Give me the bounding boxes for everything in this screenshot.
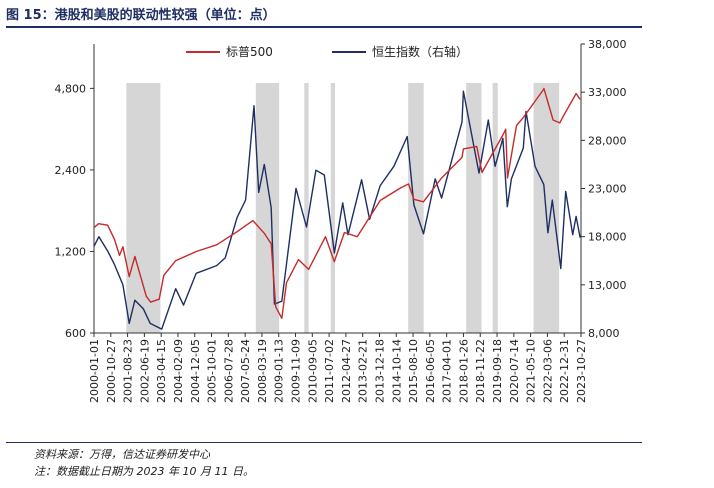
x-tick-label: 2004-12-05 [189,339,202,403]
legend: 标普500 恒生指数（右轴） [186,44,468,59]
x-tick-label: 2008-03-19 [256,339,269,403]
right-tick-label: 33,000 [588,86,627,99]
left-tick-label: 1,200 [55,245,87,258]
axes [93,44,582,334]
right-axis-ticks: 8,000 13,000 18,000 23,000 28,000 33,000 38,00… [581,38,627,340]
x-tick-label: 2023-10-27 [575,339,588,403]
x-tick-label: 2003-04-15 [155,339,168,403]
x-tick-label: 2001-08-23 [122,339,135,403]
shaded-period [408,83,424,333]
x-tick-label: 2000-10-27 [105,339,118,403]
sp500-line [93,87,581,319]
shaded-period [330,83,335,333]
right-tick-label: 38,000 [588,38,627,51]
shaded-periods [126,83,560,333]
x-tick-label: 2010-09-05 [306,339,319,403]
shaded-period [492,83,498,333]
x-tick-label: 2017-04-01 [441,339,454,403]
x-tick-label: 2007-05-24 [239,339,252,403]
shaded-period [304,83,309,333]
x-tick-label: 2006-07-28 [222,339,235,403]
hang-seng-line [93,90,581,330]
chart: 2000-01-01 2000-10-27 2001-08-23 2002-06-19… [55,38,627,403]
footer-divider [6,442,642,443]
legend-label: 恒生指数（右轴） [372,44,468,59]
x-tick-label: 2019-09-18 [491,339,504,403]
x-tick-label: 2000-01-01 [88,339,101,403]
shaded-period [466,83,482,333]
x-tick-label: 2014-10-14 [390,339,403,403]
source-note: 资料来源：万得，信达证券研发中心 [34,448,210,461]
x-tick-label: 2004-02-09 [172,339,185,403]
right-tick-label: 28,000 [588,134,627,147]
title-divider [6,26,642,28]
x-tick-label: 2021-05-10 [525,339,538,403]
x-tick-label: 2018-11-22 [474,339,487,403]
x-tick-label: 2013-02-21 [357,339,370,403]
x-tick-label: 2016-06-05 [424,339,437,403]
x-tick-label: 2022-12-31 [558,339,571,403]
x-tick-label: 2005-10-01 [206,339,219,403]
right-tick-label: 23,000 [588,183,627,196]
x-tick-label: 2002-06-19 [138,339,151,403]
x-tick-label: 2022-03-06 [541,339,554,403]
x-tick-label: 2015-08-10 [407,339,420,403]
x-tick-label: 2009-01-13 [273,339,286,403]
x-tick-label: 2020-07-14 [508,339,521,403]
x-tick-label: 2011-07-02 [323,339,336,403]
right-tick-label: 13,000 [588,279,627,292]
right-tick-label: 8,000 [588,327,620,340]
x-tick-label: 2013-12-18 [373,339,386,403]
x-tick-label: 2009-11-09 [290,339,303,403]
shaded-period [255,83,280,333]
shaded-period [126,83,161,333]
x-tick-label: 2012-04-27 [340,339,353,403]
right-tick-label: 18,000 [588,231,627,244]
footnote: 注：数据截止日期为 2023 年 10 月 11 日。 [34,465,254,478]
left-tick-label: 600 [65,327,86,340]
left-tick-label: 4,800 [55,82,87,95]
chart-title: 图 15：港股和美股的联动性较强（单位：点） [6,8,276,23]
x-axis-ticks: 2000-01-01 2000-10-27 2001-08-23 2002-06-19… [88,333,588,403]
x-tick-label: 2018-01-26 [457,339,470,403]
legend-label: 标普500 [226,45,273,59]
left-axis-ticks: 600 1,200 2,400 4,800 [55,82,94,340]
left-tick-label: 2,400 [55,164,87,177]
series-lines [93,87,581,330]
